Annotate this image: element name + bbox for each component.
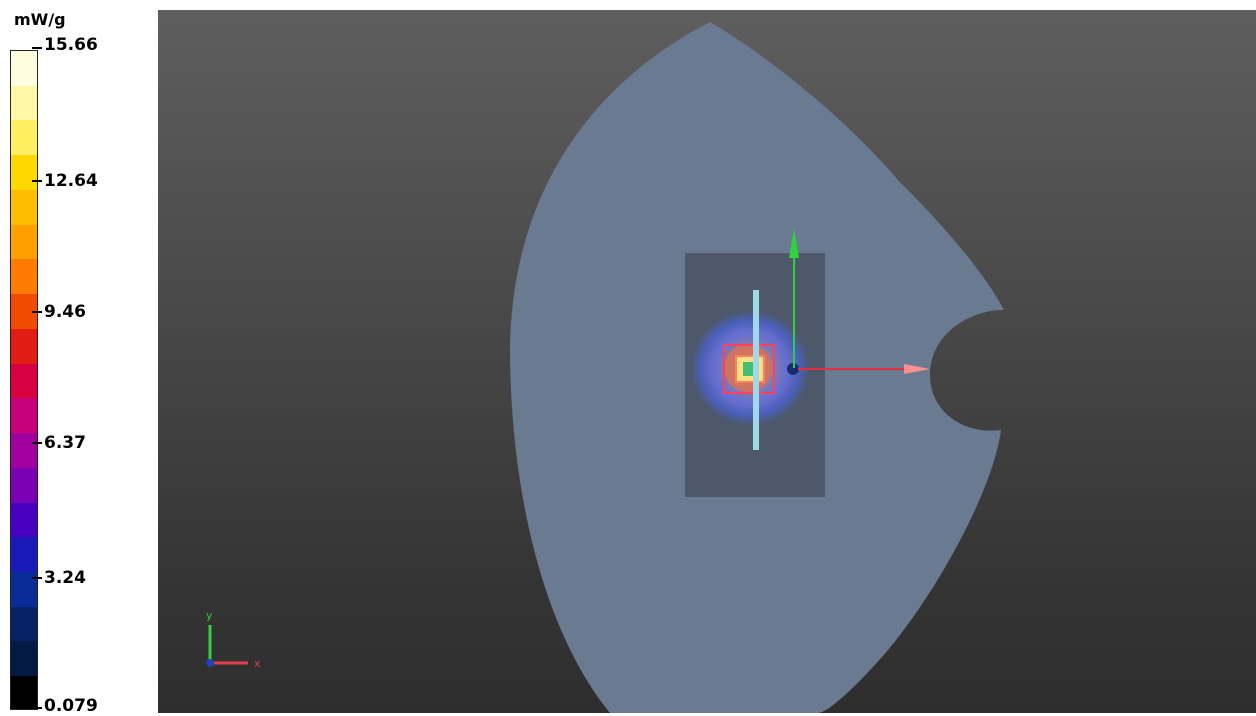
colorbar-segment [11, 537, 37, 573]
legend-tick-label: 15.66 [44, 35, 98, 55]
legend-tick-label: 3.24 [44, 568, 86, 588]
triad-y-label: y [206, 609, 213, 622]
legend-unit: mW/g [14, 10, 66, 29]
colorbar-segment [11, 224, 37, 260]
colorbar-segment [11, 328, 37, 364]
colorbar-segment [11, 676, 37, 709]
colorbar-segment [11, 155, 37, 190]
colorbar-segment [11, 502, 37, 538]
colorbar-segment [11, 433, 37, 468]
legend-tick-label: 6.37 [44, 433, 86, 453]
colorbar-segment [11, 189, 37, 225]
colorbar-segment [11, 398, 37, 434]
orientation-triad: y x [198, 605, 278, 675]
triad-origin [206, 659, 214, 667]
colorbar-segment [11, 51, 37, 86]
3d-viewport[interactable]: y x [158, 10, 1256, 713]
antenna-bar [753, 290, 759, 450]
triad-x-label: x [254, 657, 261, 670]
legend-tick-label: 12.64 [44, 171, 98, 191]
colorbar-segment [11, 641, 37, 677]
colorbar-segment [11, 85, 37, 121]
sar-scene [509, 22, 1004, 713]
origin-marker [787, 363, 799, 375]
colorbar-segment [11, 259, 37, 295]
colorbar-segment [11, 120, 37, 156]
colorbar-segment [11, 606, 37, 642]
legend-tick-label: 9.46 [44, 302, 86, 322]
colorbar-segment [11, 363, 37, 399]
color-legend: mW/g 15.66 12.64 9.46 6.37 3.24 0.079 [0, 0, 158, 716]
colorbar-segment [11, 467, 37, 503]
hotspot-box-outer [723, 344, 775, 394]
legend-tick-label: 0.079 [44, 696, 98, 716]
colorbar [10, 50, 38, 710]
